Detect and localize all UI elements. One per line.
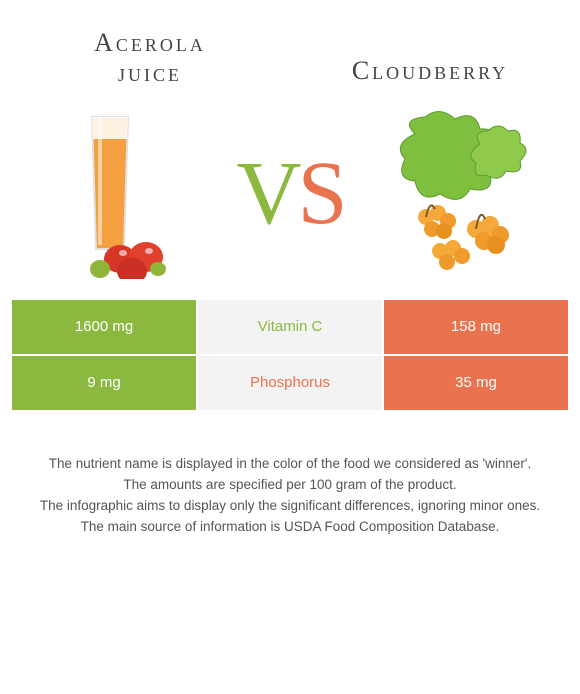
left-food-title: Acerola juice [50,28,250,88]
footer-line: The amounts are specified per 100 gram o… [24,475,556,496]
nutrient-name-cell: Phosphorus [197,355,383,411]
cloudberry-icon [380,109,540,279]
left-value-cell: 1600 mg [11,299,197,355]
vs-v: V [236,144,297,243]
left-title-line1: Acerola [94,28,206,57]
acerola-juice-icon [50,109,190,279]
left-food-image [40,109,200,279]
vs-label: VS [236,149,343,239]
header: Acerola juice Cloudberry [0,0,580,88]
right-value-cell: 35 mg [383,355,569,411]
left-title-line2: juice [118,58,182,87]
right-food-title: Cloudberry [330,28,530,86]
table-row: 1600 mg Vitamin C 158 mg [11,299,569,355]
images-row: VS [0,88,580,298]
nutrient-name-cell: Vitamin C [197,299,383,355]
left-value-cell: 9 mg [11,355,197,411]
footer-notes: The nutrient name is displayed in the co… [0,412,580,538]
right-value-cell: 158 mg [383,299,569,355]
footer-line: The main source of information is USDA F… [24,517,556,538]
right-food-image [380,109,540,279]
table-row: 9 mg Phosphorus 35 mg [11,355,569,411]
footer-line: The infographic aims to display only the… [24,496,556,517]
right-title-line: Cloudberry [352,56,508,85]
nutrient-table: 1600 mg Vitamin C 158 mg 9 mg Phosphorus… [10,298,570,412]
footer-line: The nutrient name is displayed in the co… [24,454,556,475]
vs-s: S [297,144,343,243]
